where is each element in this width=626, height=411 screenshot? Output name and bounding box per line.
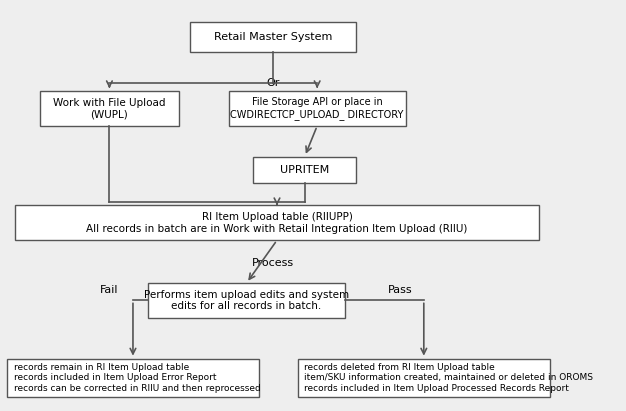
Text: Performs item upload edits and system
edits for all records in batch.: Performs item upload edits and system ed… <box>144 290 349 311</box>
Text: Or: Or <box>266 78 280 88</box>
Text: Work with File Upload
(WUPL): Work with File Upload (WUPL) <box>53 98 166 119</box>
Text: records remain in RI Item Upload table
records included in Item Upload Error Rep: records remain in RI Item Upload table r… <box>14 363 260 393</box>
FancyBboxPatch shape <box>228 91 406 126</box>
FancyBboxPatch shape <box>148 283 345 318</box>
FancyBboxPatch shape <box>254 157 356 183</box>
Text: UPRITEM: UPRITEM <box>280 165 329 175</box>
FancyBboxPatch shape <box>298 358 550 397</box>
FancyBboxPatch shape <box>15 206 539 240</box>
Text: Pass: Pass <box>388 285 413 296</box>
Text: Retail Master System: Retail Master System <box>213 32 332 42</box>
FancyBboxPatch shape <box>7 358 259 397</box>
FancyBboxPatch shape <box>40 91 178 126</box>
Text: RI Item Upload table (RIIUPP)
All records in batch are in Work with Retail Integ: RI Item Upload table (RIIUPP) All record… <box>86 212 468 233</box>
Text: records deleted from RI Item Upload table
item/SKU information created, maintain: records deleted from RI Item Upload tabl… <box>304 363 593 393</box>
Text: Fail: Fail <box>100 285 119 296</box>
FancyBboxPatch shape <box>190 22 356 53</box>
Text: File Storage API or place in
CWDIRECTCP_UPLOAD_ DIRECTORY: File Storage API or place in CWDIRECTCP_… <box>230 97 404 120</box>
Text: Process: Process <box>252 258 294 268</box>
